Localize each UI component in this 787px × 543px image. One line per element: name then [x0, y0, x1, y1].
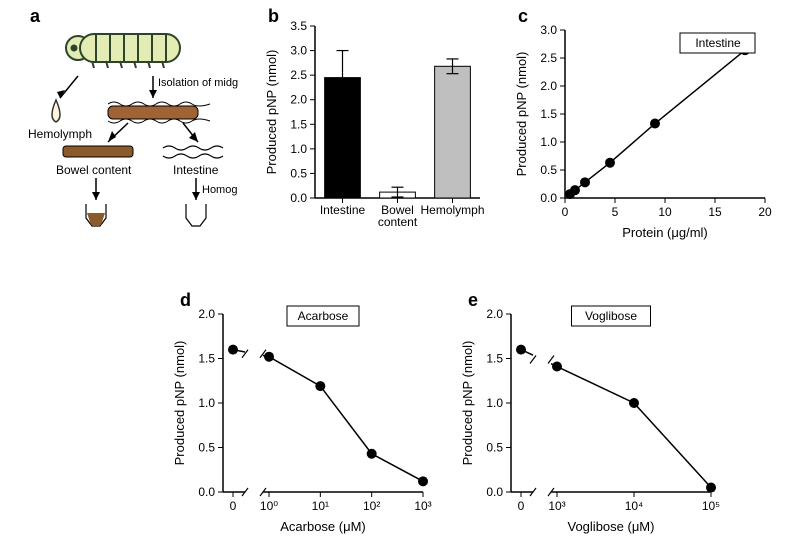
- svg-text:10⁵: 10⁵: [702, 499, 720, 513]
- svg-text:10: 10: [658, 205, 672, 219]
- svg-text:1.0: 1.0: [198, 396, 215, 410]
- svg-text:Protein (μg/ml): Protein (μg/ml): [622, 225, 708, 240]
- svg-text:0.0: 0.0: [540, 191, 557, 205]
- svg-text:1.0: 1.0: [486, 396, 503, 410]
- svg-text:Produced pNP (nmol): Produced pNP (nmol): [172, 341, 187, 466]
- panel-a-diagram: Isolation of midgut Hemolymph Bowel cont…: [18, 18, 238, 248]
- svg-text:2.5: 2.5: [290, 68, 307, 82]
- svg-text:Produced pNP (nmol): Produced pNP (nmol): [460, 341, 475, 466]
- label-homogenize: Homogenize: [202, 184, 238, 196]
- svg-text:0.0: 0.0: [486, 485, 503, 499]
- svg-text:2.0: 2.0: [290, 93, 307, 107]
- svg-text:10⁴: 10⁴: [625, 499, 644, 513]
- svg-text:0: 0: [562, 205, 569, 219]
- svg-text:3.0: 3.0: [290, 44, 307, 58]
- chart-c: 0.0 0.5 1.0 1.5 2.0 2.5 3.0 0 5 10 15 20 Protein (μg…: [510, 18, 780, 243]
- svg-text:2.5: 2.5: [540, 51, 557, 65]
- svg-text:Acarbose (μM): Acarbose (μM): [280, 519, 366, 534]
- svg-text:15: 15: [708, 205, 722, 219]
- svg-text:10⁰: 10⁰: [260, 499, 278, 513]
- svg-text:1.5: 1.5: [486, 352, 503, 366]
- label-bowel-content: Bowel content: [56, 163, 132, 177]
- svg-text:Produced pNP (nmol): Produced pNP (nmol): [264, 50, 279, 175]
- svg-text:2.0: 2.0: [198, 307, 215, 321]
- svg-text:2.0: 2.0: [540, 79, 557, 93]
- label-intestine: Intestine: [173, 163, 219, 177]
- label-isolation: Isolation of midgut: [158, 77, 238, 89]
- svg-text:10¹: 10¹: [312, 499, 329, 513]
- svg-text:0.5: 0.5: [540, 163, 557, 177]
- chart-b: 0.00.51.01.52.02.53.03.5IntestineBowelco…: [260, 18, 490, 243]
- chart-e: 0.0 0.5 1.0 1.5 2.0 0 10³ 10⁴ 10⁵ Voglibose (μM) P…: [456, 302, 726, 537]
- label-hemolymph: Hemolymph: [28, 127, 92, 141]
- svg-text:20: 20: [758, 205, 772, 219]
- svg-text:1.5: 1.5: [290, 117, 307, 131]
- svg-text:0.5: 0.5: [486, 441, 503, 455]
- svg-text:0.5: 0.5: [290, 166, 307, 180]
- svg-text:5: 5: [612, 205, 619, 219]
- svg-text:0: 0: [230, 499, 237, 513]
- svg-text:Intestine: Intestine: [695, 36, 741, 50]
- svg-text:Intestine: Intestine: [320, 203, 366, 217]
- svg-text:0: 0: [518, 499, 525, 513]
- svg-text:1.0: 1.0: [290, 142, 307, 156]
- svg-text:Acarbose: Acarbose: [298, 309, 349, 323]
- svg-text:Produced pNP (nmol): Produced pNP (nmol): [514, 52, 529, 177]
- svg-text:Voglibose: Voglibose: [585, 309, 637, 323]
- svg-text:0.0: 0.0: [198, 485, 215, 499]
- svg-text:1.0: 1.0: [540, 135, 557, 149]
- chart-d: 0.0 0.5 1.0 1.5 2.0 0 10⁰ 10¹ 10² 10³ Acarbose (μM…: [168, 302, 438, 537]
- svg-text:10²: 10²: [363, 499, 380, 513]
- svg-text:content: content: [378, 215, 418, 229]
- svg-text:10³: 10³: [414, 499, 431, 513]
- svg-text:0.0: 0.0: [290, 191, 307, 205]
- svg-text:1.5: 1.5: [198, 352, 215, 366]
- svg-text:3.0: 3.0: [540, 23, 557, 37]
- svg-text:1.5: 1.5: [540, 107, 557, 121]
- svg-text:Hemolymph: Hemolymph: [420, 203, 484, 217]
- svg-text:0.5: 0.5: [198, 441, 215, 455]
- svg-text:2.0: 2.0: [486, 307, 503, 321]
- svg-text:3.5: 3.5: [290, 19, 307, 33]
- svg-text:Voglibose (μM): Voglibose (μM): [568, 519, 655, 534]
- svg-text:10³: 10³: [548, 499, 565, 513]
